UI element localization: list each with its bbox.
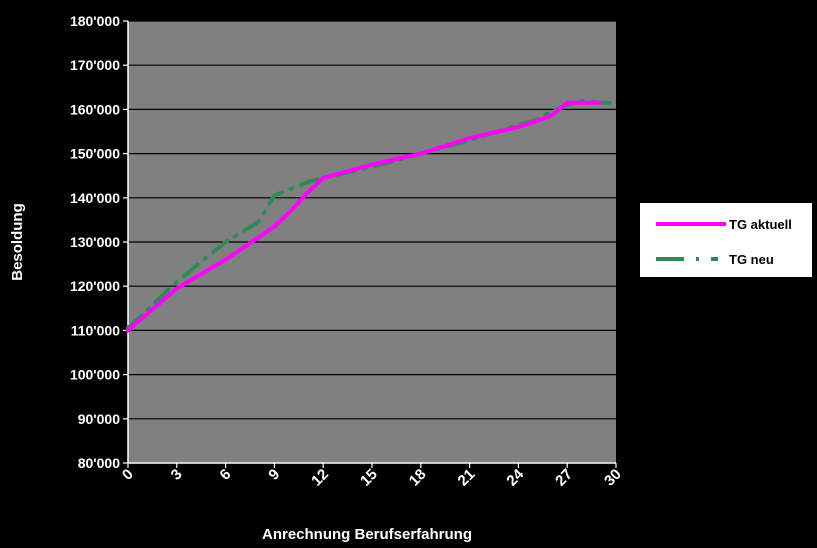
x-tick-label: 18 <box>406 466 430 490</box>
legend-label-tg-aktuell: TG aktuell <box>729 217 792 232</box>
x-tick-label: 12 <box>308 466 332 490</box>
x-tick-label: 3 <box>168 466 186 484</box>
y-tick-label: 160'000 <box>70 101 120 117</box>
y-ticks: 80'000 90'000 100'000 110'000 120'000 130'000… <box>70 13 128 471</box>
x-tick-label: 15 <box>357 466 381 490</box>
y-tick-label: 150'000 <box>70 146 120 162</box>
y-tick-label: 130'000 <box>70 234 120 250</box>
y-tick-label: 90'000 <box>78 411 120 427</box>
x-tick-label: 21 <box>455 466 479 490</box>
x-tick-label: 9 <box>265 466 283 484</box>
series-line-tg-aktuell <box>126 100 602 333</box>
legend-box <box>640 203 812 277</box>
y-tick-label: 120'000 <box>70 278 120 294</box>
y-tick-label: 140'000 <box>70 190 120 206</box>
y-tick-label: 100'000 <box>70 367 120 383</box>
y-axis-title: Besoldung <box>9 203 26 281</box>
series-lines <box>126 98 618 333</box>
legend-label-tg-neu: TG neu <box>729 252 774 267</box>
x-tick-label: 0 <box>119 466 137 484</box>
x-axis-title: Anrechnung Berufserfahrung <box>262 526 472 543</box>
x-tick-label: 30 <box>601 466 625 490</box>
x-tick-label: 6 <box>217 466 235 484</box>
x-tick-label: 27 <box>552 466 576 490</box>
legend: TG aktuell TG neu <box>640 203 812 277</box>
gridlines <box>128 20 616 464</box>
x-ticks: 0 3 6 9 12 15 18 21 24 27 30 <box>119 463 625 490</box>
y-tick-label: 110'000 <box>71 322 120 338</box>
y-tick-label: 80'000 <box>78 455 120 471</box>
y-tick-label: 180'000 <box>70 13 120 29</box>
y-tick-label: 170'000 <box>70 57 120 73</box>
x-tick-label: 24 <box>503 465 527 489</box>
